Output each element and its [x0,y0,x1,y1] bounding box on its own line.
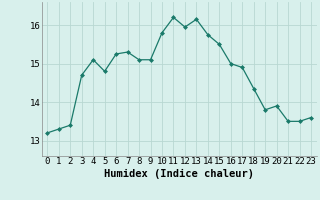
X-axis label: Humidex (Indice chaleur): Humidex (Indice chaleur) [104,169,254,179]
